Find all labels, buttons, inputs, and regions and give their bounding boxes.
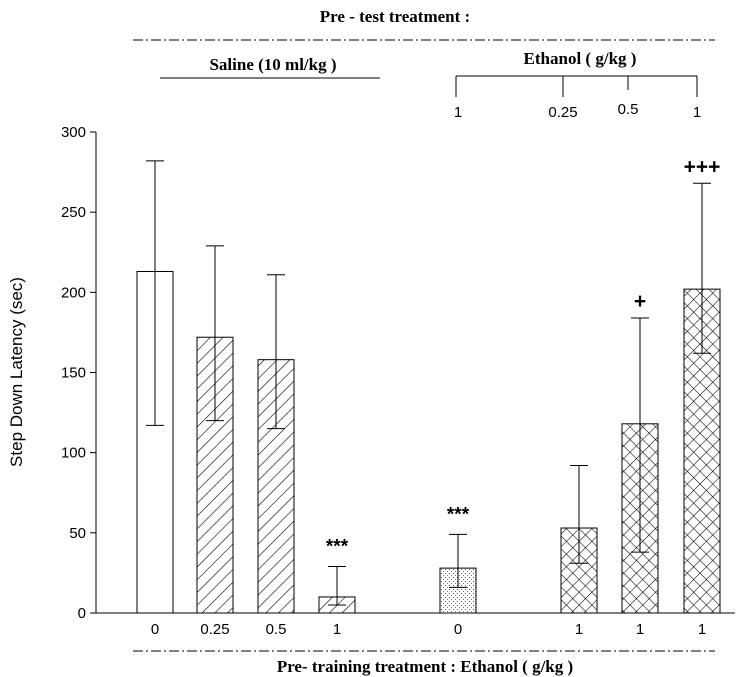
saline-group-label: Saline (10 ml/kg ) — [209, 55, 336, 74]
y-tick-label: 200 — [61, 284, 86, 301]
x-axis-label: Pre- training treatment : Ethanol ( g/kg… — [277, 657, 573, 676]
y-tick-label: 0 — [78, 605, 86, 622]
pretest-label-4: 1 — [693, 104, 701, 121]
y-tick-label: 50 — [69, 525, 86, 542]
y-tick-label: 300 — [61, 124, 86, 141]
pretest-label-2: 0.25 — [548, 104, 577, 121]
bars: 0 0.25 0.5 1 *** 0 *** 1 1 +1 +++ — [136, 155, 721, 638]
x-tick-label: 1 — [698, 621, 706, 638]
x-tick-label: 0 — [151, 621, 159, 638]
pretest-label-3: 0.5 — [618, 101, 639, 118]
x-tick-label: 0.5 — [266, 621, 287, 638]
significance-annotation: + — [634, 290, 646, 313]
y-axis-label: Step Down Latency (sec) — [7, 277, 26, 467]
ethanol-bracket — [455, 75, 698, 97]
x-tick-label: 0 — [454, 621, 462, 638]
significance-annotation: +++ — [684, 155, 721, 178]
x-tick-label: 1 — [575, 621, 583, 638]
x-tick-label: 0.25 — [200, 621, 229, 638]
y-tick-label: 250 — [61, 204, 86, 221]
chart-title: Pre - test treatment : — [320, 7, 470, 26]
significance-annotation: *** — [326, 537, 349, 558]
significance-annotation: *** — [447, 504, 470, 525]
y-tick-label: 100 — [61, 445, 86, 462]
x-tick-label: 1 — [636, 621, 644, 638]
ethanol-group-label: Ethanol ( g/kg ) — [524, 49, 637, 68]
y-tick-label: 150 — [61, 365, 86, 382]
pretest-label-1: 1 — [454, 104, 462, 121]
y-ticks: 0 50 100 150 200 250 300 — [61, 124, 96, 622]
x-tick-label: 1 — [333, 621, 341, 638]
